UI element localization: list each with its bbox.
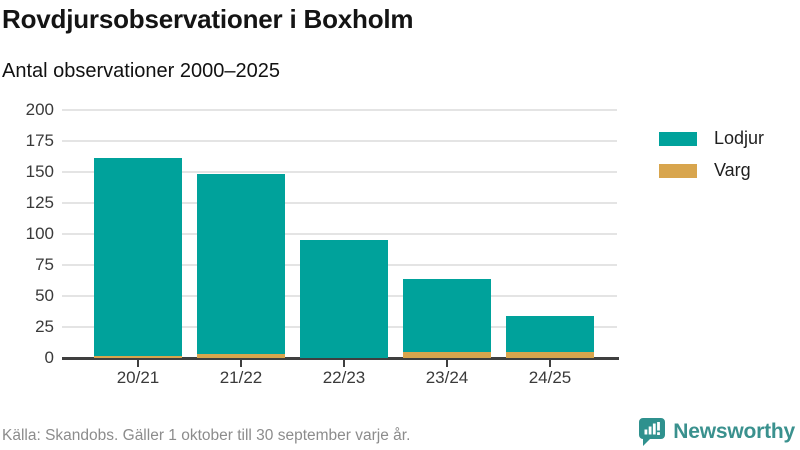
bar-segment-lodjur-23-24 [403, 278, 491, 352]
gridline [62, 233, 617, 235]
y-tick-label: 25 [35, 317, 54, 336]
gridline [62, 202, 617, 204]
chart-title: Rovdjursobservationer i Boxholm [2, 4, 414, 34]
bar-segment-lodjur-21-22 [197, 174, 285, 355]
legend-swatch-lodjur [659, 131, 697, 146]
x-tick-mark [137, 360, 139, 367]
bar-segment-lodjur-22-23 [300, 240, 388, 358]
y-tick-label: 50 [35, 286, 54, 305]
y-tick-label: 200 [25, 100, 54, 119]
x-tick-label: 22/23 [322, 368, 366, 387]
plot-area: 0 25 50 75 100 125 150 175 200 20/21 21/22 22/23 23/… [26, 100, 619, 387]
x-tick-label: 20/21 [116, 368, 160, 387]
x-tick-label: 21/22 [219, 368, 263, 387]
x-tick-mark [240, 360, 242, 367]
y-tick-label: 125 [25, 193, 54, 212]
y-tick-label: 75 [35, 255, 54, 274]
legend-swatch-varg [659, 163, 697, 178]
x-tick-mark [343, 360, 345, 367]
newsworthy-wordmark: Newsworthy [673, 419, 795, 443]
legend-label-varg: Varg [714, 160, 751, 180]
gridline [62, 140, 617, 142]
x-tick-mark [549, 360, 551, 367]
legend-item-varg: Varg [659, 160, 764, 181]
bar-segment-lodjur-20-21 [94, 158, 182, 356]
x-axis-line [62, 357, 619, 360]
y-tick-label: 150 [25, 162, 54, 181]
gridline [62, 109, 617, 111]
newsworthy-brand: Newsworthy [638, 417, 795, 446]
legend-item-lodjur: Lodjur [659, 128, 764, 149]
bar-segment-varg-21-22 [197, 354, 285, 358]
bar-segment-lodjur-24-25 [506, 315, 594, 352]
chart-subtitle: Antal observationer 2000–2025 [2, 60, 280, 82]
newsworthy-logo-icon [639, 418, 666, 446]
bar-segment-varg-24-25 [506, 351, 594, 358]
y-tick-label: 175 [25, 131, 54, 150]
source-note: Källa: Skandobs. Gäller 1 oktober till 3… [2, 427, 411, 444]
y-tick-label: 0 [44, 348, 54, 367]
x-tick-label: 23/24 [425, 368, 469, 387]
y-tick-label: 100 [25, 224, 54, 243]
bar-segment-varg-23-24 [403, 351, 491, 358]
legend-label-lodjur: Lodjur [714, 128, 765, 148]
legend: Lodjur Varg [659, 128, 764, 181]
gridline [62, 171, 617, 173]
x-tick-label: 24/25 [528, 368, 572, 387]
x-tick-mark [446, 360, 448, 367]
bar-segment-varg-20-21 [94, 355, 182, 358]
